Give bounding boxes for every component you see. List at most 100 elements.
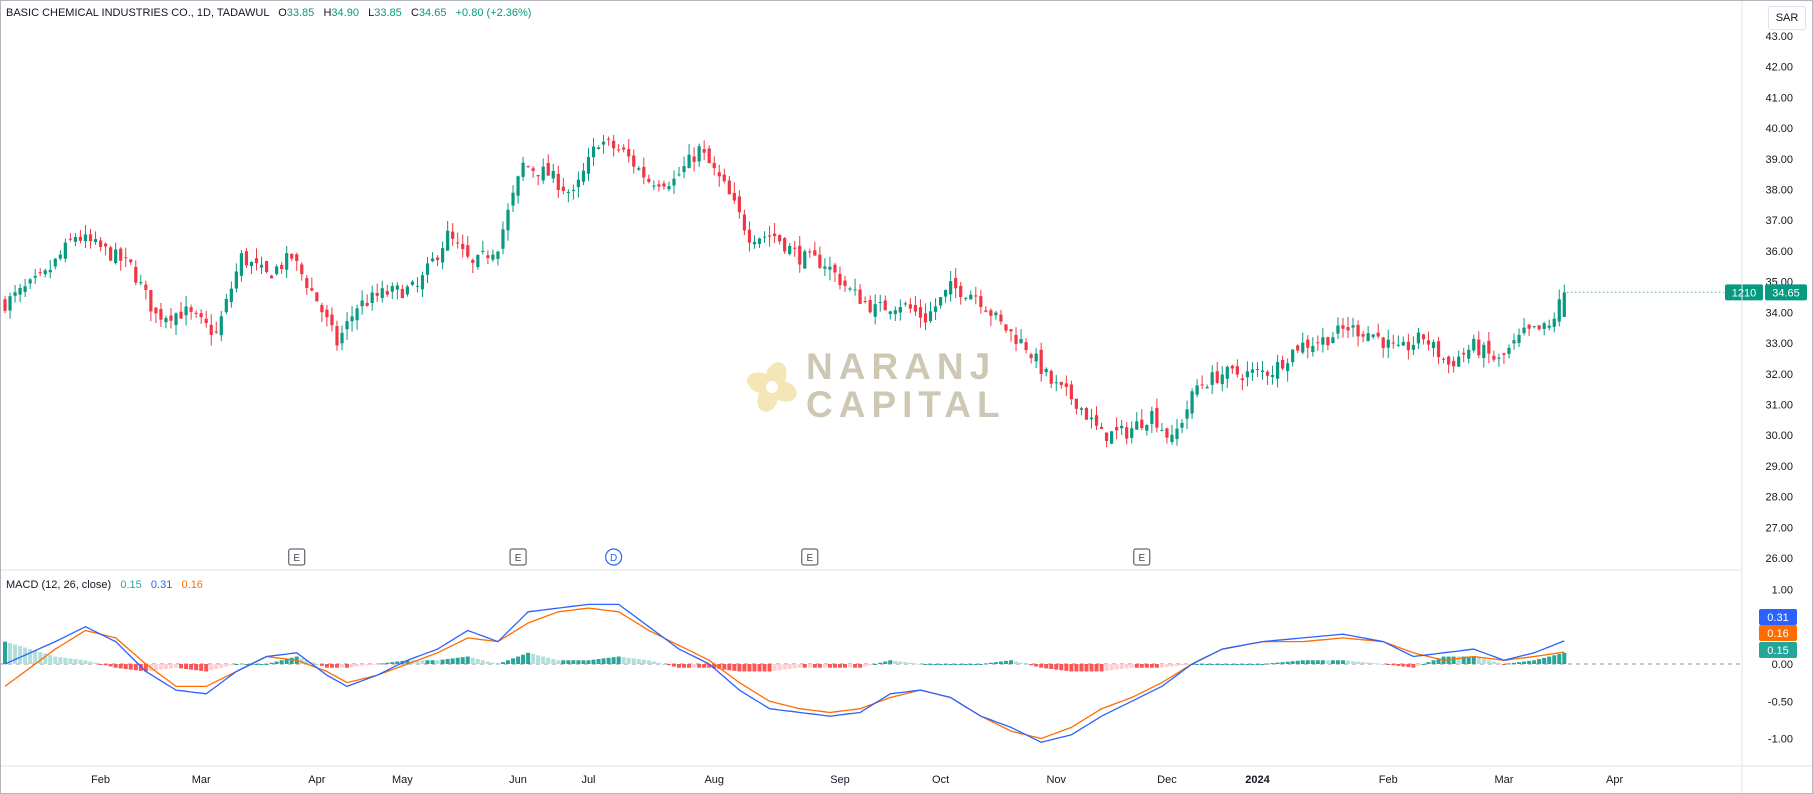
macd-histogram-bar xyxy=(546,657,551,664)
macd-value-badge xyxy=(1759,625,1797,641)
candle-body xyxy=(813,250,817,256)
price-tick-label: 30.00 xyxy=(1765,430,1793,442)
candle-body xyxy=(1426,340,1431,345)
macd-histogram-bar xyxy=(1552,655,1557,664)
candle-body xyxy=(1034,353,1038,362)
macd-histogram-bar xyxy=(908,662,913,664)
macd-histogram-bar xyxy=(802,664,807,668)
macd-histogram-bar xyxy=(697,664,702,668)
symbol-name[interactable]: BASIC CHEMICAL INDUSTRIES CO., 1D, TADAW… xyxy=(6,7,270,19)
earnings-marker-icon[interactable] xyxy=(801,548,819,566)
candle-body xyxy=(425,263,430,275)
candle-body xyxy=(893,310,897,314)
macd-line xyxy=(4,603,1565,743)
open-value: 33.85 xyxy=(286,7,315,19)
candle-body xyxy=(732,192,736,201)
candle-body xyxy=(667,186,671,190)
candle-body xyxy=(556,173,560,190)
macd-histogram-bar xyxy=(988,662,993,664)
macd-histogram-bar xyxy=(868,664,873,666)
macd-histogram-bar xyxy=(1280,662,1285,664)
candle-body xyxy=(994,312,998,316)
macd-histogram-bar xyxy=(1180,664,1185,666)
macd-histogram-bar xyxy=(214,664,219,669)
macd-histogram-bar xyxy=(1501,664,1506,665)
macd-histogram-bar xyxy=(480,660,485,664)
candle-body xyxy=(491,254,495,260)
candle-body xyxy=(1009,329,1013,332)
candle-body xyxy=(275,266,279,275)
macd-histogram-bar xyxy=(33,650,38,664)
macd-value-badge xyxy=(1759,609,1797,625)
candle-body xyxy=(944,289,948,297)
macd-histogram-bar xyxy=(194,664,199,671)
macd-histogram-bar xyxy=(666,664,671,666)
earnings-marker-icon[interactable] xyxy=(288,548,306,566)
earnings-marker-icon[interactable] xyxy=(1133,548,1151,566)
candle-body xyxy=(954,277,958,289)
macd-histogram-bar xyxy=(470,657,475,664)
macd-histogram-bar xyxy=(998,661,1003,664)
candle-body xyxy=(793,247,797,249)
dividend-marker-icon[interactable] xyxy=(605,548,623,566)
candle-body xyxy=(928,311,933,322)
macd-histogram-bar xyxy=(475,659,480,664)
candle-body xyxy=(1004,324,1008,331)
candle-body xyxy=(1185,409,1189,419)
candle-body xyxy=(682,166,686,173)
macd-histogram-bar xyxy=(727,664,732,671)
macd-histogram-bar xyxy=(425,660,430,664)
macd-histogram-bar xyxy=(319,664,324,666)
macd-histogram-bar xyxy=(450,658,455,664)
candle-body xyxy=(1371,334,1375,337)
macd-histogram-bar xyxy=(184,664,189,669)
macd-histogram-bar xyxy=(1164,664,1169,668)
macd-histogram-bar xyxy=(83,660,88,664)
candle-body xyxy=(73,237,78,242)
candle-body xyxy=(1059,381,1063,385)
macd-histogram-bar xyxy=(179,664,184,669)
candle-body xyxy=(93,239,98,243)
macd-histogram-bar xyxy=(812,664,817,668)
candle-body xyxy=(1170,434,1174,443)
macd-histogram-bar xyxy=(1386,664,1391,665)
candle-body xyxy=(1452,360,1456,367)
macd-histogram-bar xyxy=(541,656,546,664)
macd-histogram-bar xyxy=(1381,664,1386,665)
candle-body xyxy=(707,148,711,164)
macd-histogram-bar xyxy=(888,660,893,664)
macd-title[interactable]: MACD (12, 26, close) xyxy=(6,579,112,591)
macd-histogram-bar xyxy=(757,664,762,672)
macd-histogram-bar xyxy=(1003,660,1008,664)
candle-body xyxy=(662,183,666,187)
macd-histogram-bar xyxy=(18,646,23,664)
candle-body xyxy=(838,273,842,286)
price-tick-label: 31.00 xyxy=(1765,399,1793,411)
candle-body xyxy=(516,176,520,196)
macd-histogram-bar xyxy=(28,649,33,664)
macd-histogram-bar xyxy=(1481,659,1486,664)
candle-body xyxy=(164,317,168,323)
candle-body xyxy=(772,233,777,237)
macd-pane xyxy=(0,603,1742,743)
candle-body xyxy=(1175,428,1179,440)
macd-histogram-bar xyxy=(38,652,43,664)
macd-histogram-bar xyxy=(576,660,581,664)
candle-body xyxy=(3,299,7,311)
candle-body xyxy=(325,309,329,318)
candle-body xyxy=(1115,426,1119,431)
candle-body xyxy=(541,166,545,181)
time-tick-label: Aug xyxy=(704,774,724,786)
dividend-marker-label: D xyxy=(610,553,617,564)
macd-histogram-bar xyxy=(943,664,948,665)
macd-histogram-bar xyxy=(762,664,767,672)
macd-histogram-bar xyxy=(631,658,636,664)
candle-body xyxy=(229,288,233,303)
candle-body xyxy=(420,275,425,290)
candle-body xyxy=(285,253,289,270)
earnings-marker-icon[interactable] xyxy=(509,548,527,566)
candle-body xyxy=(269,275,274,279)
candle-body xyxy=(63,242,67,259)
currency-button[interactable]: SAR xyxy=(1768,6,1806,30)
